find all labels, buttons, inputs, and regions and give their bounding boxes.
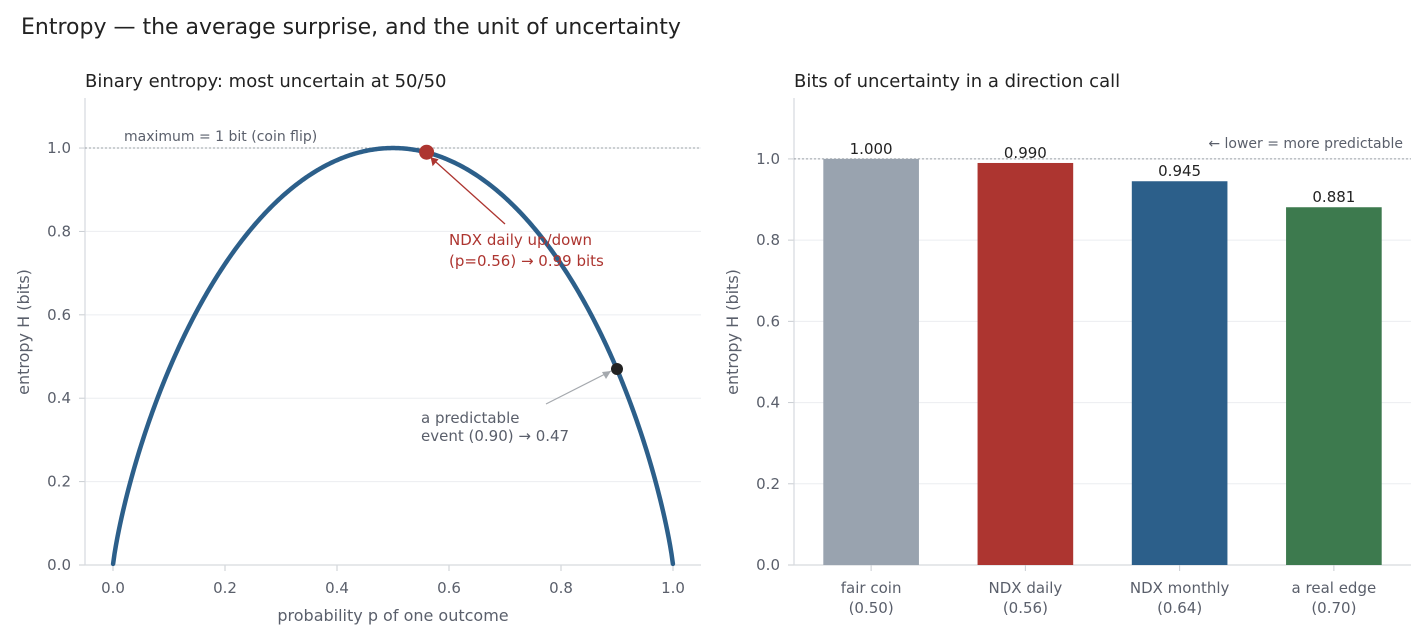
bar-value-label: 0.881 (1312, 188, 1355, 206)
predictable-event-point (611, 363, 623, 376)
predictable-annotation-line2: event (0.90) → 0.47 (421, 427, 569, 445)
left-tick-labels: 0.0 0.2 0.4 0.6 0.8 1.0 0.0 0.2 0.4 0.6 0.8 1.0 (47, 139, 685, 597)
entropy-curve (110, 145, 676, 567)
right-y-axis-label: entropy H (bits) (723, 269, 742, 395)
ndx-daily-point (419, 144, 435, 160)
left-x-tick-label: 0.2 (213, 579, 237, 597)
category-label-line2: (0.56) (1003, 599, 1048, 617)
predictable-annotation-arrow (545, 370, 612, 405)
right-max-reference: ← lower = more predictable (794, 136, 1411, 160)
right-y-tick-label: 0.6 (756, 312, 780, 330)
bar-value-label: 0.945 (1158, 162, 1201, 180)
right-y-tick-label: 1.0 (756, 150, 780, 168)
category-label-line2: (0.50) (849, 599, 894, 617)
binary-entropy-chart: Binary entropy: most uncertain at 50/50 … (14, 71, 701, 625)
left-y-axis-label: entropy H (bits) (14, 269, 33, 395)
bar-value-label: 0.990 (1004, 144, 1047, 162)
predictable-annotation-line1: a predictable (421, 409, 519, 427)
right-y-tick-label: 0.2 (756, 475, 780, 493)
entropy-bar-chart: Bits of uncertainty in a direction call … (723, 71, 1411, 617)
left-max-reference: maximum = 1 bit (coin flip) (85, 129, 701, 149)
right-y-tick-label: 0.4 (756, 394, 780, 412)
ndx-annotation-arrow (430, 156, 506, 225)
left-y-tick-label: 0.8 (47, 222, 71, 240)
bar-4 (1286, 207, 1382, 565)
category-label-line2: (0.70) (1311, 599, 1356, 617)
right-y-tick-label: 0.0 (756, 556, 780, 574)
predictable-arrow-head (602, 371, 611, 380)
left-axes (79, 98, 701, 571)
left-y-tick-label: 0.2 (47, 473, 71, 491)
right-y-tick-label: 0.8 (756, 231, 780, 249)
bar-3 (1131, 181, 1228, 565)
category-labels: fair coin (0.50) NDX daily (0.56) NDX monthl… (841, 579, 1376, 617)
left-y-tick-label: 0.0 (47, 556, 71, 574)
category-label-line1: NDX monthly (1130, 579, 1230, 597)
bars-layer: 1.000 0.990 0.945 0.881 (823, 140, 1382, 566)
category-label-line2: (0.64) (1157, 599, 1202, 617)
left-x-tick-label: 0.6 (437, 579, 461, 597)
left-y-tick-label: 1.0 (47, 139, 71, 157)
predictability-note: ← lower = more predictable (1208, 136, 1403, 152)
ndx-annotation-line2: (p=0.56) → 0.99 bits (449, 252, 604, 270)
left-annotations: NDX daily up/down (p=0.56) → 0.99 bits a… (421, 156, 612, 445)
category-label-line1: fair coin (841, 579, 902, 597)
right-tick-labels: 0.0 0.2 0.4 0.6 0.8 1.0 (756, 150, 780, 574)
left-x-tick-label: 0.0 (101, 579, 125, 597)
left-x-axis-label: probability p of one outcome (277, 606, 508, 625)
bar-1 (823, 158, 919, 566)
category-label-line1: a real edge (1292, 579, 1377, 597)
category-label-line1: NDX daily (989, 579, 1063, 597)
figure-title: Entropy — the average surprise, and the … (21, 15, 681, 40)
left-y-tick-label: 0.6 (47, 306, 71, 324)
left-gridlines (85, 147, 701, 566)
bar-value-label: 1.000 (850, 140, 893, 158)
bar-2 (977, 162, 1074, 565)
left-y-tick-label: 0.4 (47, 389, 71, 407)
ndx-arrow-head (430, 157, 439, 167)
right-chart-title: Bits of uncertainty in a direction call (794, 71, 1120, 92)
left-highlight-points (419, 144, 623, 376)
max-reference-label: maximum = 1 bit (coin flip) (124, 129, 317, 145)
entropy-curve-layer (110, 145, 676, 567)
left-x-tick-label: 1.0 (661, 579, 685, 597)
left-chart-title: Binary entropy: most uncertain at 50/50 (85, 71, 446, 92)
left-x-tick-label: 0.4 (325, 579, 349, 597)
ndx-annotation-line1: NDX daily up/down (449, 231, 592, 249)
left-x-tick-label: 0.8 (549, 579, 573, 597)
